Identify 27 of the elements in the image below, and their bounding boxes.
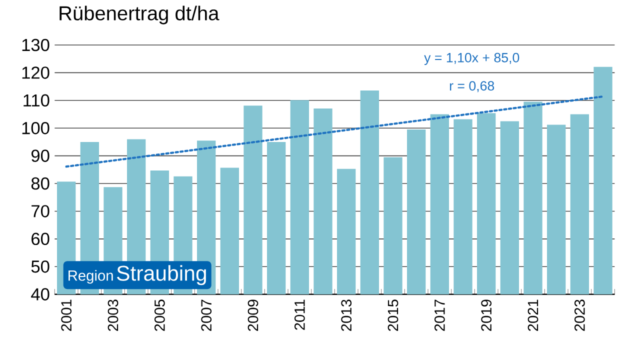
- x-tick-label: 2009: [248, 300, 258, 331]
- y-tick-label: 110: [24, 94, 50, 107]
- x-tick-label: 2013: [341, 300, 352, 331]
- x-tick-label: 2021: [528, 300, 538, 331]
- annotation: Straubing: [117, 265, 206, 286]
- chart-title: Rübenertrag dt/ha: [60, 6, 220, 24]
- y-tick-label: 90: [32, 150, 50, 162]
- y-tick-label: 50: [31, 260, 50, 273]
- y-tick-label: 100: [22, 122, 50, 134]
- x-tick-label: 2015: [388, 300, 398, 331]
- annotation: y = 1,10x + 85,0: [424, 52, 520, 65]
- x-tick-label: 2019: [481, 300, 492, 331]
- y-tick-label: 130: [22, 38, 50, 52]
- x-tick-label: 2003: [108, 300, 118, 331]
- x-tick-label: 2005: [154, 300, 165, 331]
- x-tick-label: 2011: [294, 300, 305, 330]
- y-tick-label: 80: [31, 177, 50, 190]
- y-tick-label: 60: [32, 232, 50, 246]
- y-tick-label: 120: [22, 66, 50, 79]
- x-tick-label: 2007: [201, 300, 212, 331]
- y-tick-label: 40: [31, 288, 50, 300]
- y-tick-label: 70: [32, 205, 50, 218]
- x-tick-label: 2001: [61, 300, 72, 331]
- annotation: r = 0,68: [450, 81, 494, 92]
- annotation: Region: [68, 270, 113, 284]
- x-tick-label: 2017: [434, 300, 445, 331]
- x-tick-label: 2023: [574, 300, 585, 331]
